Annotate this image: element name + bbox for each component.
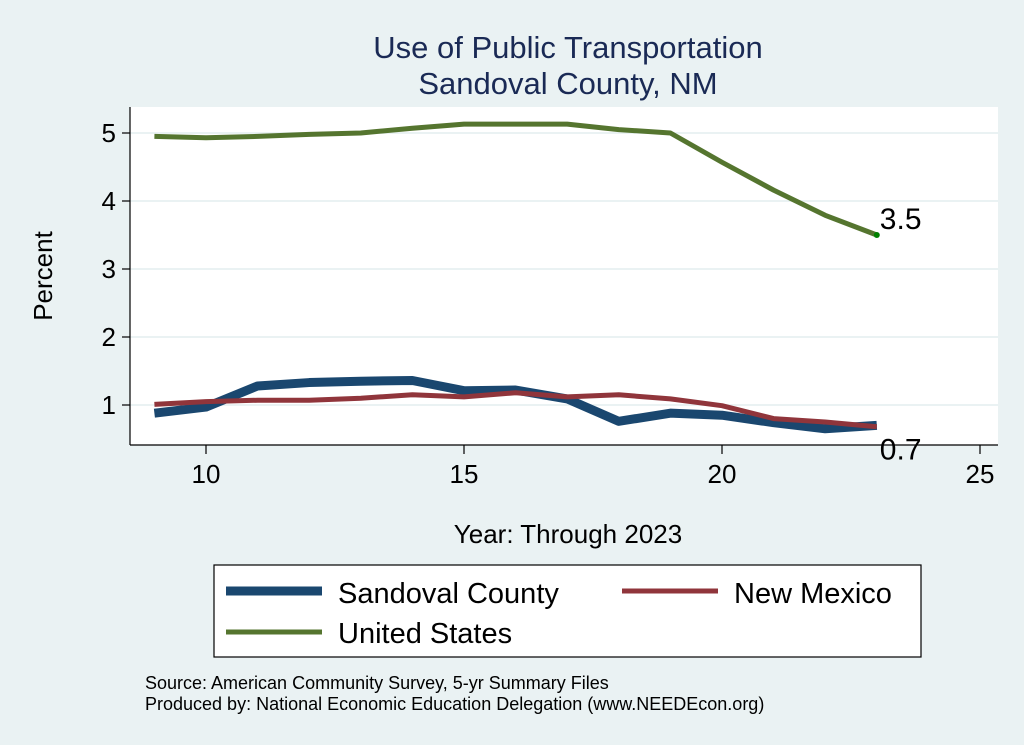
y-tick-label-5: 5 [102,118,116,148]
annotations: 3.5 0.7 [873,203,922,466]
x-tick-label-20: 20 [708,459,737,489]
series-line-new-mexico [154,390,878,430]
annotation-label-1: 0.7 [880,433,922,466]
source-note: Source: American Community Survey, 5-yr … [145,673,609,693]
y-tick-label-4: 4 [102,186,116,216]
legend: Sandoval County New Mexico United States [213,564,922,658]
legend-label-new-mexico: New Mexico [734,578,892,610]
x-tick-label-10: 10 [192,459,221,489]
chart-title: Use of Public Transportation [373,30,762,65]
x-tick-label-15: 15 [450,459,479,489]
y-axis-label: Percent [28,230,58,320]
series-lines [153,121,878,434]
annotation-label-0: 3.5 [880,203,922,236]
x-tick-label-25: 25 [966,459,995,489]
y-tick-label-2: 2 [102,322,116,352]
x-axis-label: Year: Through 2023 [454,519,682,549]
producer-note: Produced by: National Economic Education… [145,694,764,714]
legend-box [213,564,922,658]
series-line-sandoval-county [153,376,878,434]
y-ticks: 1 2 3 4 5 [102,118,130,420]
axes [129,107,998,446]
annotation-marker-us [873,232,880,238]
y-tick-label-3: 3 [102,254,116,284]
legend-label-united-states: United States [338,618,512,650]
gridlines [130,132,998,406]
x-ticks: 10 15 20 25 [192,445,995,489]
legend-label-sandoval-county: Sandoval County [338,578,559,610]
chart-subtitle: Sandoval County, NM [418,66,717,101]
series-line-united-states [154,121,878,238]
y-tick-label-1: 1 [102,390,116,420]
